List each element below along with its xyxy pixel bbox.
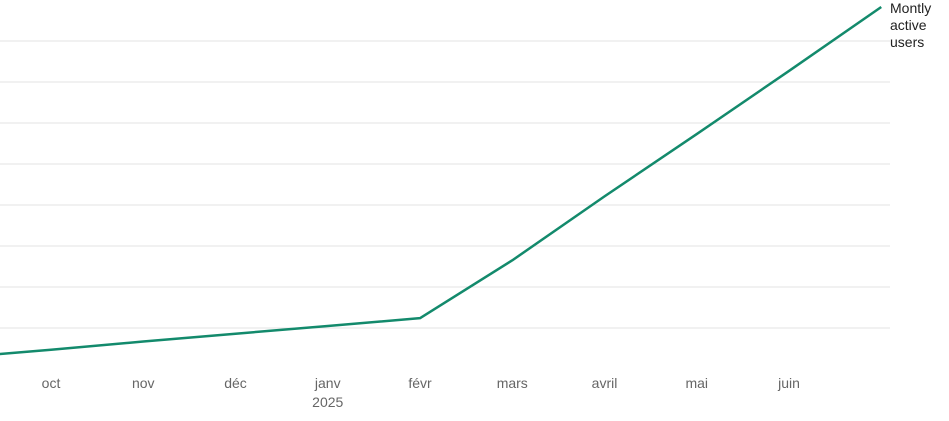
x-tick-label: nov xyxy=(132,375,155,391)
data-line xyxy=(0,5,882,356)
x-tick-sublabel: 2025 xyxy=(312,394,343,410)
x-tick-label: juin xyxy=(777,375,800,391)
x-tick-label: avril xyxy=(592,375,618,391)
x-tick-label: déc xyxy=(224,375,247,391)
x-tick-label: févr xyxy=(408,375,432,391)
x-tick-label: mai xyxy=(685,375,708,391)
x-tick-label: mars xyxy=(497,375,528,391)
series-label: Montly active users xyxy=(890,0,932,50)
x-tick-label: oct xyxy=(42,375,61,391)
x-tick-label: janv xyxy=(314,375,341,391)
